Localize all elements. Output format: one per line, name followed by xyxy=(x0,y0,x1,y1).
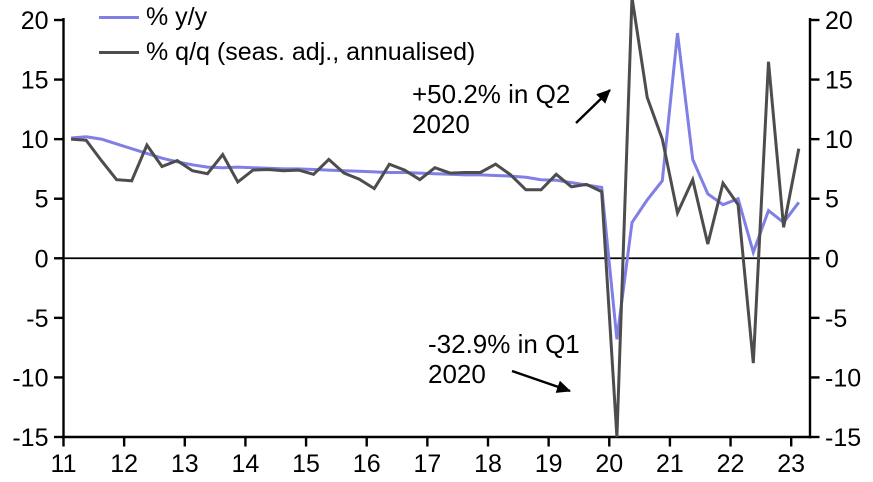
x-tick-label: 17 xyxy=(413,450,441,478)
x-tick-label: 13 xyxy=(171,450,199,478)
y-tick-label-left: -15 xyxy=(12,424,48,452)
legend-swatch-yoy xyxy=(99,16,139,19)
annotation-q2-2020-line1: +50.2% in Q2 xyxy=(412,79,571,109)
legend-swatch-qoq xyxy=(99,51,139,54)
series-line-yoy xyxy=(70,32,800,340)
legend-item-qoq: % q/q (seas. adj., annualised) xyxy=(99,35,475,70)
annotation-q2-2020: +50.2% in Q2 2020 xyxy=(412,79,570,139)
x-tick-label: 20 xyxy=(595,450,623,478)
y-tick-label-right: 20 xyxy=(825,7,853,35)
y-tick-label-left: -5 xyxy=(26,305,48,333)
x-tick-label: 11 xyxy=(51,450,77,478)
y-tick-label-right: -15 xyxy=(825,424,861,452)
x-tick-label: 18 xyxy=(474,450,502,478)
x-tick-label: 19 xyxy=(535,450,563,478)
legend-item-yoy: % y/y xyxy=(99,0,475,35)
x-tick-label: 23 xyxy=(777,450,805,478)
annotation-q1-2020-line1: -32.9% in Q1 xyxy=(428,329,580,359)
legend: % y/y % q/q (seas. adj., annualised) xyxy=(99,0,475,70)
series-line-qoq xyxy=(70,0,801,438)
y-tick-label-right: 0 xyxy=(825,245,839,273)
x-tick-label: 15 xyxy=(292,450,320,478)
legend-label-qoq: % q/q (seas. adj., annualised) xyxy=(146,38,476,66)
y-tick-label-right: -5 xyxy=(825,305,847,333)
x-tick-label: 16 xyxy=(353,450,381,478)
y-tick-label-left: 10 xyxy=(21,126,49,154)
y-tick-label-left: -10 xyxy=(12,364,48,392)
y-tick-label-left: 0 xyxy=(35,245,49,273)
y-tick-label-right: -10 xyxy=(825,364,861,392)
y-tick-label-left: 5 xyxy=(35,186,49,214)
annotation-q2-2020-line2: 2020 xyxy=(412,109,470,139)
y-tick-label-left: 15 xyxy=(21,67,49,95)
x-tick-label: 21 xyxy=(656,450,684,478)
legend-label-yoy: % y/y xyxy=(146,3,208,31)
annotation-arrow-q1-2020 xyxy=(511,369,571,393)
y-tick-label-right: 10 xyxy=(825,126,853,154)
x-tick-label: 22 xyxy=(717,450,745,478)
x-tick-label: 14 xyxy=(232,450,260,478)
annotation-q1-2020-line2: 2020 xyxy=(428,359,486,389)
y-tick-label-right: 5 xyxy=(825,186,839,214)
y-tick-label-right: 15 xyxy=(825,67,853,95)
x-tick-label: 12 xyxy=(110,450,138,478)
y-tick-label-left: 20 xyxy=(21,7,49,35)
annotation-q1-2020: -32.9% in Q1 2020 xyxy=(428,329,580,389)
annotation-arrow-q2-2020 xyxy=(575,89,611,124)
